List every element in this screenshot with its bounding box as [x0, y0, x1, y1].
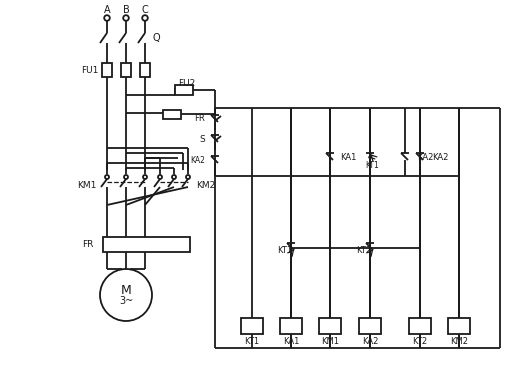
Text: B: B	[122, 5, 129, 15]
Circle shape	[158, 175, 162, 179]
Text: 3~: 3~	[119, 296, 133, 306]
Bar	[280, 318, 302, 334]
Text: KA1: KA1	[340, 152, 357, 162]
Text: FU1: FU1	[81, 66, 99, 75]
Bar	[175, 85, 193, 95]
Text: FR: FR	[194, 114, 205, 123]
Text: S: S	[199, 134, 205, 144]
Circle shape	[104, 15, 110, 21]
Bar	[409, 318, 431, 334]
Text: KT1: KT1	[277, 245, 292, 255]
Bar	[103, 237, 190, 252]
Text: KA2: KA2	[417, 152, 433, 162]
Text: KA1: KA1	[283, 338, 299, 346]
Text: KT1: KT1	[365, 161, 379, 169]
Circle shape	[186, 175, 190, 179]
Text: Q: Q	[152, 33, 160, 43]
Bar	[163, 110, 181, 119]
Text: KM1: KM1	[77, 180, 97, 190]
Bar	[102, 63, 112, 77]
Text: FR: FR	[83, 239, 94, 248]
Text: KM2: KM2	[450, 338, 468, 346]
Text: KA2: KA2	[432, 152, 448, 162]
Bar	[448, 318, 470, 334]
Text: FU2: FU2	[179, 79, 196, 87]
Text: M: M	[120, 284, 131, 297]
Text: KT2: KT2	[356, 245, 371, 255]
Circle shape	[105, 175, 109, 179]
Text: C: C	[142, 5, 148, 15]
Circle shape	[123, 15, 129, 21]
Text: KT1: KT1	[244, 338, 260, 346]
Bar	[319, 318, 341, 334]
Bar	[359, 318, 381, 334]
Bar	[241, 318, 263, 334]
Bar	[140, 63, 150, 77]
Circle shape	[124, 175, 128, 179]
Circle shape	[100, 269, 152, 321]
Text: KM2: KM2	[196, 180, 215, 190]
Text: KT2: KT2	[413, 338, 428, 346]
Circle shape	[142, 15, 148, 21]
Circle shape	[172, 175, 176, 179]
Bar	[121, 63, 131, 77]
Circle shape	[143, 175, 147, 179]
Text: A: A	[104, 5, 111, 15]
Text: KA2: KA2	[190, 155, 205, 165]
Text: KA2: KA2	[362, 338, 378, 346]
Text: KM1: KM1	[321, 338, 339, 346]
